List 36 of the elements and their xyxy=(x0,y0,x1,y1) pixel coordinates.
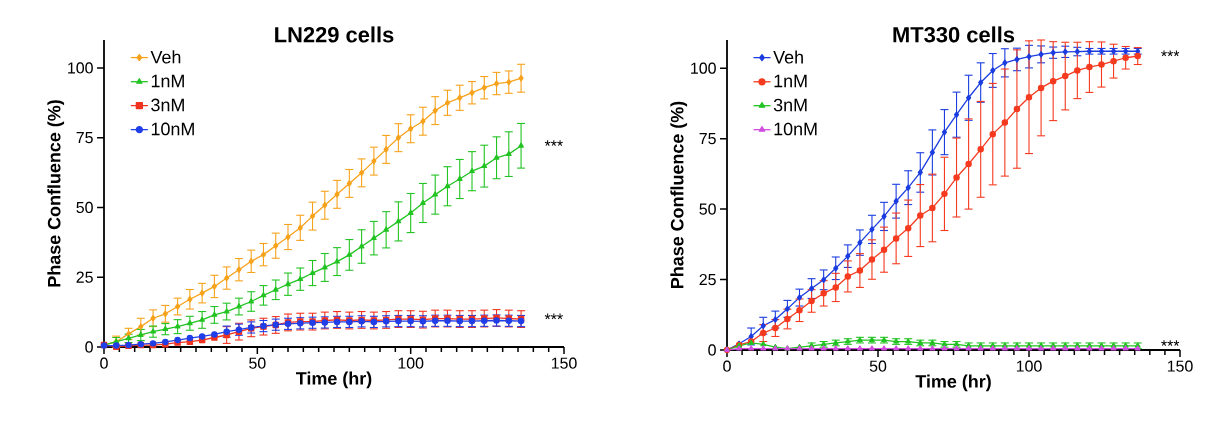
legend-label: 10nM xyxy=(774,122,817,136)
legend-label: 3nM xyxy=(151,98,184,112)
legend-label: Veh xyxy=(150,50,181,64)
chart-title: LN229 cells xyxy=(275,26,394,43)
legend-label: 10nM xyxy=(151,122,194,136)
x-tick-label: 100 xyxy=(1016,360,1042,372)
annotation: *** xyxy=(544,313,563,320)
y-axis-title: Phase Confluence (%) xyxy=(670,101,688,288)
annotation: *** xyxy=(1161,340,1180,346)
y-tick-label: 0 xyxy=(85,341,93,353)
annotation: *** xyxy=(1161,50,1180,57)
x-tick-label: 150 xyxy=(551,357,577,369)
y-tick-label: 75 xyxy=(76,132,93,144)
y-tick-label: 25 xyxy=(699,273,716,286)
y-tick-label: 100 xyxy=(691,62,716,74)
legend-label: 1nM xyxy=(151,74,184,88)
y-axis-title: Phase Confluence (%) xyxy=(47,100,65,287)
x-tick-label: 50 xyxy=(869,360,887,372)
y-tick-label: 50 xyxy=(699,203,716,215)
x-tick-label: 50 xyxy=(249,357,266,369)
annotation: *** xyxy=(544,140,563,146)
chart-title: MT330 cells xyxy=(893,26,1015,43)
x-tick-label: 0 xyxy=(100,357,108,369)
x-axis-title: Time (hr) xyxy=(296,371,372,389)
legend-label: 3nM xyxy=(773,98,807,112)
legend-label: 1nM xyxy=(774,74,807,88)
x-tick-label: 100 xyxy=(398,357,424,369)
y-tick-label: 25 xyxy=(76,271,93,283)
y-tick-label: 100 xyxy=(68,62,93,74)
y-tick-label: 75 xyxy=(699,133,716,145)
x-tick-label: 150 xyxy=(1167,360,1193,372)
legend-label: Veh xyxy=(773,50,803,64)
y-tick-label: 50 xyxy=(76,201,93,214)
x-tick-label: 0 xyxy=(723,360,731,372)
y-tick-label: 0 xyxy=(708,344,716,356)
x-axis-title: Time (hr) xyxy=(915,374,991,392)
